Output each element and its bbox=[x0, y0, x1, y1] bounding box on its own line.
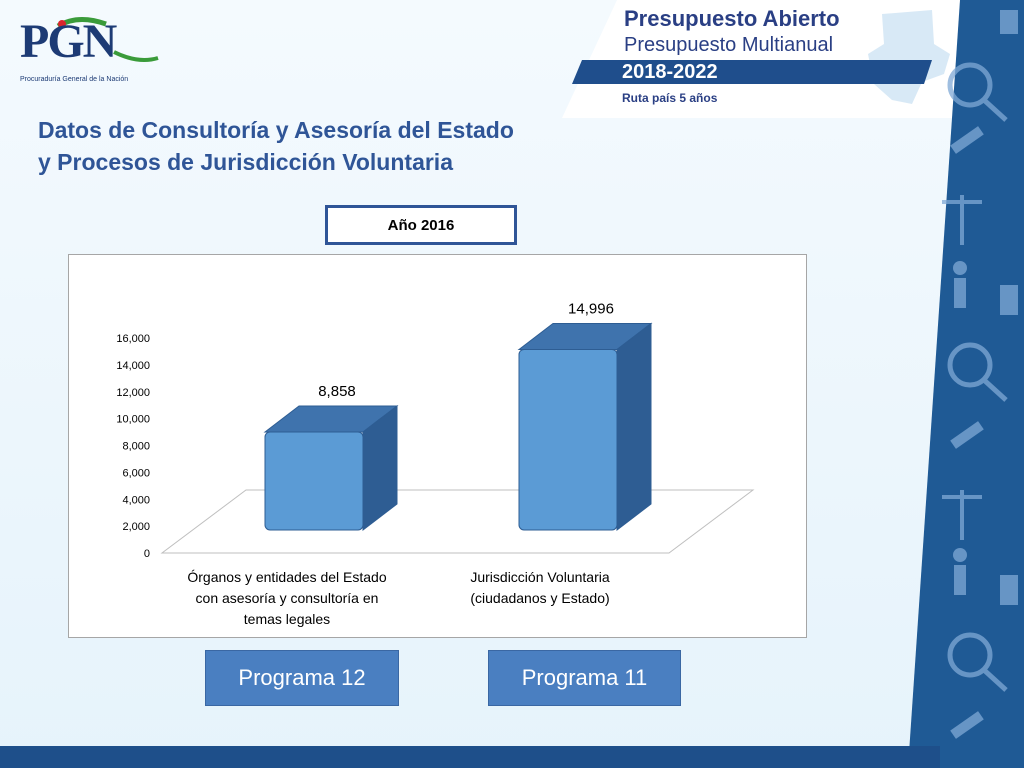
programa-12-button[interactable]: Programa 12 bbox=[205, 650, 399, 706]
year-label-box: Año 2016 bbox=[325, 205, 517, 245]
pgn-logo: PGN Procuraduría General de la Nación bbox=[14, 10, 164, 83]
banner-route: Ruta país 5 años bbox=[622, 91, 718, 105]
bottom-band bbox=[0, 746, 940, 768]
logo-text: PGN bbox=[20, 15, 117, 68]
decorative-icons bbox=[942, 10, 1018, 739]
logo-swoosh-icon bbox=[56, 17, 159, 62]
page-title: Datos de Consultoría y Asesoría del Esta… bbox=[38, 114, 578, 178]
bar-side bbox=[616, 322, 652, 532]
header-banner: Presupuesto Abierto Presupuesto Multianu… bbox=[562, 0, 962, 118]
category-label: temas legales bbox=[244, 611, 330, 627]
page-title-line1: Datos de Consultoría y Asesoría del Esta… bbox=[38, 117, 514, 143]
bar bbox=[518, 348, 618, 531]
page-title-line2: y Procesos de Jurisdicción Voluntaria bbox=[38, 149, 453, 175]
banner-subtitle: Presupuesto Multianual bbox=[624, 34, 834, 56]
magnifier-icon bbox=[947, 342, 993, 388]
gavel-icon bbox=[950, 421, 984, 449]
gavel-icon bbox=[950, 711, 984, 739]
y-tick-label: 4,000 bbox=[122, 494, 150, 506]
scale-icon bbox=[960, 490, 964, 540]
programa-11-button[interactable]: Programa 11 bbox=[488, 650, 681, 706]
category-label: con asesoría y consultoría en bbox=[196, 590, 379, 606]
building-icon bbox=[1000, 10, 1018, 34]
person-icon bbox=[953, 548, 967, 562]
y-tick-label: 16,000 bbox=[116, 333, 150, 345]
y-tick-label: 0 bbox=[144, 548, 150, 560]
magnifier-icon bbox=[947, 62, 993, 108]
y-tick-label: 2,000 bbox=[122, 521, 150, 533]
chart-floor bbox=[160, 489, 755, 554]
scale-icon bbox=[960, 195, 964, 245]
category-label: Órganos y entidades del Estado bbox=[187, 569, 386, 585]
gavel-icon bbox=[950, 126, 984, 154]
category-label: Jurisdicción Voluntaria bbox=[470, 569, 610, 585]
category-label: (ciudadanos y Estado) bbox=[470, 590, 609, 606]
chart-frame: 0 2,000 4,000 6,000 8,000 10,000 12,000 14,000 1… bbox=[68, 254, 807, 638]
banner-years: 2018-2022 bbox=[622, 61, 718, 83]
person-icon bbox=[953, 261, 967, 275]
y-tick-label: 14,000 bbox=[116, 360, 150, 372]
logo-subtitle: Procuraduría General de la Nación bbox=[20, 76, 129, 83]
y-tick-label: 10,000 bbox=[116, 414, 150, 426]
data-label: 8,858 bbox=[318, 383, 356, 400]
y-tick-label: 8,000 bbox=[122, 441, 150, 453]
y-tick-label: 12,000 bbox=[116, 387, 150, 399]
banner-years-bar bbox=[572, 60, 932, 84]
data-label: 14,996 bbox=[568, 300, 614, 317]
bar-chart: 0 2,000 4,000 6,000 8,000 10,000 12,000 14,000 1… bbox=[116, 300, 755, 627]
magnifier-icon bbox=[947, 632, 993, 678]
bar bbox=[264, 431, 364, 531]
bar-side bbox=[362, 404, 398, 532]
banner-title: Presupuesto Abierto bbox=[624, 6, 840, 31]
y-tick-label: 6,000 bbox=[122, 467, 150, 479]
